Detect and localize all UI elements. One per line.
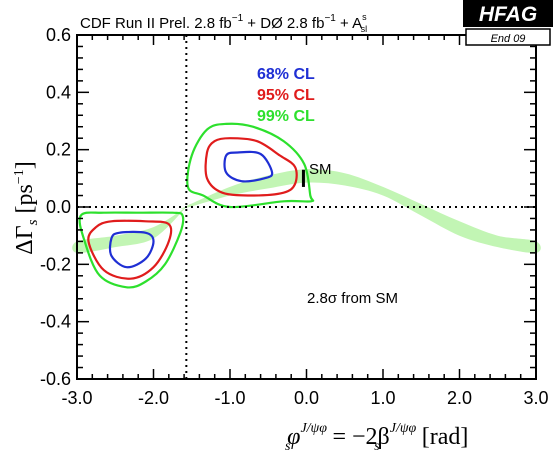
y-axis-label-sub: s	[25, 219, 41, 225]
contour-99-upper	[186, 122, 315, 209]
x-tick-label: 2.0	[447, 388, 472, 408]
sm-band-left	[72, 203, 191, 254]
x-tick-label: -2.0	[138, 388, 169, 408]
x-axis-label-sup: J/ψφ	[300, 421, 327, 436]
hfag-logo-title-box	[463, 0, 553, 27]
header-cdf: CDF Run II Prel. 2.8 fb	[80, 15, 232, 32]
y-axis-label-close: ]	[12, 161, 38, 169]
contour-95-upper	[204, 137, 298, 197]
sm-band-right	[180, 169, 541, 254]
y-axis-label: ΔΓs [ps−1]	[12, 161, 41, 254]
header-cdf-exponent: −1	[232, 13, 244, 24]
chart-header: CDF Run II Prel. 2.8 fb−1 + DØ 2.8 fb−1 …	[80, 12, 367, 34]
plot-area: -3.0 -2.0 -1.0 0.0 1.0 2.0 3.0 -0.6 -0.4 -0.2 0.0…	[40, 25, 549, 408]
header-asl-sub: sl	[361, 24, 368, 34]
x-axis-label-rest-sup: J/ψφ	[390, 421, 417, 436]
legend-entry-99: 99% CL	[257, 108, 315, 125]
x-tick-labels: -3.0 -2.0 -1.0 0.0 1.0 2.0 3.0	[61, 388, 548, 408]
axis-ticks	[76, 34, 537, 380]
header-asl: + A	[336, 15, 362, 32]
hfag-logo-subtitle-box	[465, 28, 551, 46]
hfag-logo: HFAG End 09	[463, 0, 553, 46]
significance-note: 2.8σ from SM	[307, 290, 398, 307]
x-axis-label-sub: s	[285, 439, 291, 453]
y-axis-label-unit: [ps	[12, 184, 38, 219]
y-tick-label: -0.2	[40, 254, 71, 274]
y-tick-labels: -0.6 -0.4 -0.2 0.0 0.2 0.4 0.6	[40, 25, 71, 389]
x-axis-label-rest: = −2β	[326, 424, 389, 450]
legend: 68% CL 95% CL 99% CL	[257, 66, 315, 125]
x-tick-label: 1.0	[370, 388, 395, 408]
legend-entry-68: 68% CL	[257, 66, 315, 83]
x-axis-label-rest-sub: s	[374, 439, 380, 453]
sm-prediction-band	[72, 169, 541, 254]
y-tick-label: 0.0	[46, 197, 71, 217]
hfag-logo-title: HFAG	[479, 3, 537, 26]
contour-68-upper	[223, 150, 274, 183]
x-tick-label: 3.0	[523, 388, 548, 408]
legend-entry-95: 95% CL	[257, 87, 315, 104]
likelihood-contours	[78, 122, 315, 289]
y-tick-label: 0.6	[46, 25, 71, 45]
x-tick-label: 0.0	[294, 388, 319, 408]
header-d0: + DØ 2.8 fb	[243, 15, 324, 32]
contour-95-lower	[87, 219, 173, 280]
x-axis-label: φJ/ψφ s = −2βJ/ψφ s [rad]	[285, 421, 468, 453]
contour-68-lower	[108, 230, 155, 269]
y-tick-label: 0.2	[46, 140, 71, 160]
header-asl-sup: s	[362, 12, 367, 22]
x-axis-label-main: φ	[287, 424, 300, 450]
y-tick-label: -0.6	[40, 369, 71, 389]
x-tick-label: -1.0	[214, 388, 245, 408]
reference-lines	[77, 35, 536, 379]
y-axis-label-main: ΔΓ	[12, 225, 38, 254]
y-tick-label: 0.4	[46, 82, 71, 102]
y-axis-label-unit-exp: −1	[12, 169, 27, 184]
y-tick-label: -0.4	[40, 312, 71, 332]
x-axis-label-unit: [rad]	[416, 424, 469, 450]
hfag-logo-subtitle: End 09	[491, 33, 526, 45]
sm-label: SM	[309, 161, 332, 178]
x-tick-label: -3.0	[61, 388, 92, 408]
contour-99-lower	[78, 211, 185, 289]
header-d0-exponent: −1	[324, 13, 336, 24]
